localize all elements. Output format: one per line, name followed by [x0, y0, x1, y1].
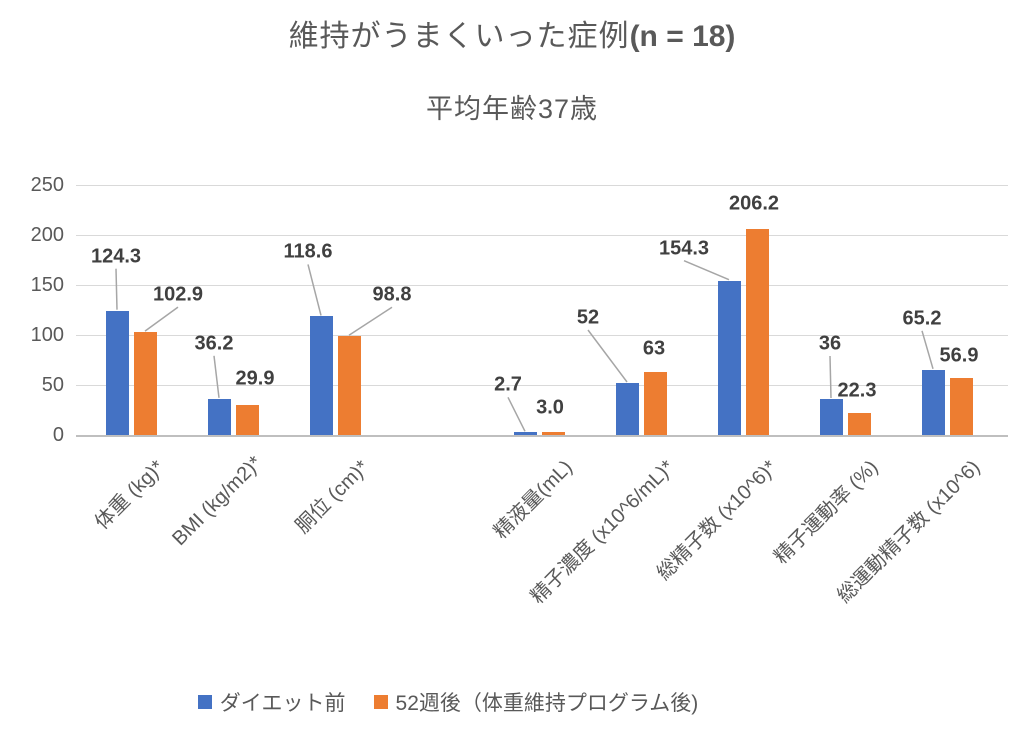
y-tick-label: 150 — [30, 274, 64, 296]
value-label-series0-cat1: 36.2 — [194, 332, 234, 355]
leader-line — [683, 260, 730, 281]
legend: ダイエット前 52週後（体重維持プログラム後) — [0, 687, 960, 717]
bar-series1-cat5 — [643, 372, 667, 435]
bar-series1-cat2 — [337, 336, 361, 435]
bar-series0-cat6 — [717, 280, 741, 435]
value-label-series1-cat7: 22.3 — [837, 379, 877, 402]
value-label-series0-cat5: 52 — [576, 306, 600, 329]
x-axis-line — [76, 435, 1008, 437]
bar-series1-cat0 — [133, 332, 157, 435]
leader-line — [348, 306, 393, 336]
bar-series0-cat4 — [513, 432, 537, 435]
chart-title: 維持がうまくいった症例(n = 18) — [0, 20, 1024, 54]
x-axis-label-cat0: 体重 (kg)* — [91, 456, 169, 534]
value-label-series0-cat4: 2.7 — [494, 373, 522, 396]
gridline — [76, 285, 1008, 286]
value-label-series1-cat5: 63 — [642, 337, 666, 360]
chart-title-text: 維持がうまくいった症例 — [288, 20, 630, 53]
leader-line — [507, 396, 526, 432]
value-label-series0-cat0: 124.3 — [90, 245, 142, 268]
x-axis-label-cat1: BMI (kg/m2)* — [168, 452, 267, 551]
bar-series0-cat5 — [615, 383, 639, 435]
value-label-series0-cat7: 36 — [818, 332, 842, 355]
value-label-series1-cat2: 98.8 — [372, 283, 412, 306]
value-label-series1-cat1: 29.9 — [235, 367, 275, 390]
gridline — [76, 335, 1008, 336]
value-label-series0-cat8: 65.2 — [902, 307, 942, 330]
legend-item-52-weeks: 52週後（体重維持プログラム後) — [373, 687, 699, 717]
chart-subtitle: 平均年齢37歳 — [425, 94, 599, 124]
bar-series1-cat8 — [949, 378, 973, 435]
bar-series0-cat2 — [309, 316, 333, 435]
legend-label-52-weeks: 52週後（体重維持プログラム後) — [395, 692, 699, 715]
y-tick-label: 200 — [30, 224, 64, 246]
legend-item-before-diet: ダイエット前 — [197, 687, 346, 717]
bar-series1-cat6 — [745, 228, 769, 435]
value-label-series1-cat4: 3.0 — [536, 396, 564, 419]
leader-line — [587, 329, 628, 383]
leader-line — [307, 264, 322, 316]
gridline — [76, 385, 1008, 386]
bar-series0-cat7 — [819, 399, 843, 435]
gridline — [76, 185, 1008, 186]
value-label-series1-cat8: 56.9 — [939, 344, 979, 367]
chart-title-sample-size: (n = 18) — [629, 20, 736, 53]
bar-series0-cat1 — [207, 398, 231, 435]
bar-series0-cat8 — [921, 369, 945, 435]
leader-line — [115, 268, 118, 310]
gridline — [76, 235, 1008, 236]
leader-line — [213, 355, 220, 398]
y-tick-label: 100 — [30, 324, 64, 346]
value-label-series0-cat2: 118.6 — [283, 240, 333, 263]
leader-line — [144, 306, 179, 332]
bar-series1-cat4 — [541, 432, 565, 435]
legend-swatch-orange-icon — [373, 695, 388, 709]
legend-label-before-diet: ダイエット前 — [219, 692, 346, 715]
value-label-series1-cat6: 206.2 — [728, 192, 780, 215]
legend-swatch-blue-icon — [197, 695, 212, 709]
leader-line — [829, 355, 832, 399]
value-label-series1-cat0: 102.9 — [152, 283, 204, 306]
y-tick-label: 0 — [52, 424, 64, 446]
x-axis-label-cat4: 精液量(mL) — [489, 456, 577, 544]
bar-series0-cat0 — [105, 310, 129, 435]
x-axis-label-cat2: 胴位 (cm)* — [291, 456, 373, 538]
bar-series1-cat7 — [847, 412, 871, 435]
y-tick-label: 50 — [41, 374, 64, 396]
bar-series1-cat1 — [235, 405, 259, 435]
value-label-series0-cat6: 154.3 — [658, 237, 710, 260]
leader-line — [921, 330, 934, 370]
y-tick-label: 250 — [30, 174, 64, 196]
